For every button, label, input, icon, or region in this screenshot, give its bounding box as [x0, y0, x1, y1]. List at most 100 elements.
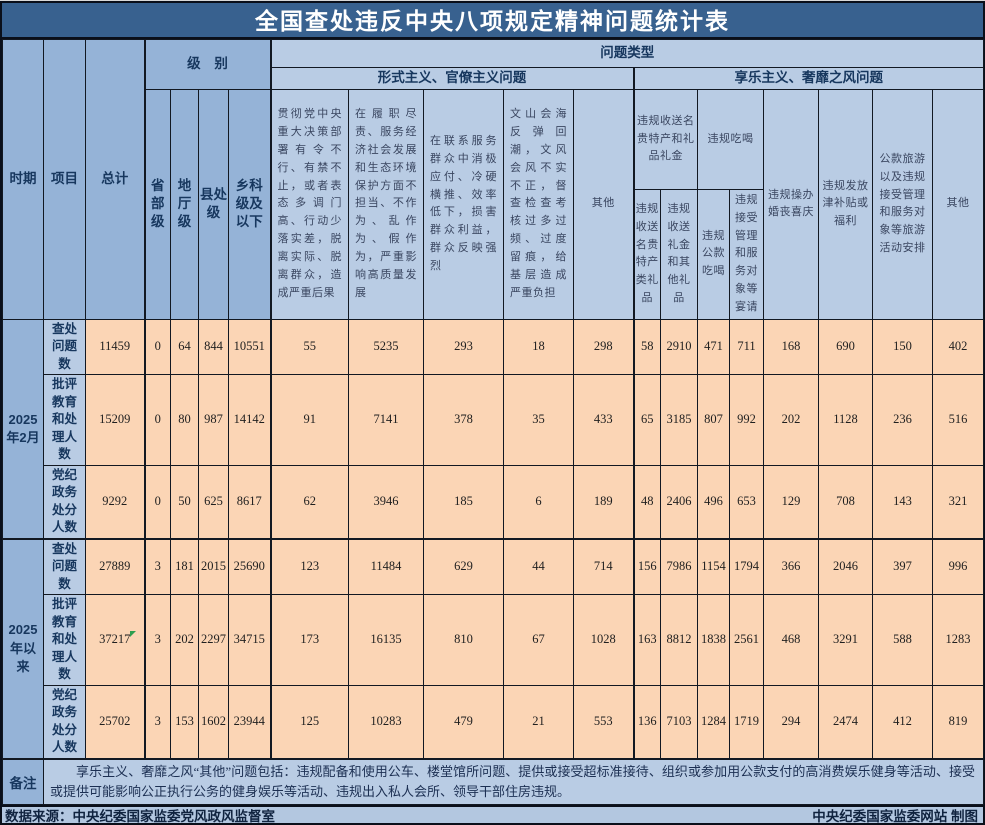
- footer-band: 数据来源：中央纪委国家监委党风政风监督室 中央纪委国家监委网站 制图: [2, 804, 983, 824]
- item-cell: 批评教育和处理人数: [43, 594, 86, 686]
- value-cell: 844: [198, 318, 229, 376]
- value-cell: 2561: [729, 594, 765, 686]
- col-header-formalism-4: 文山会海反弹回潮，文风会风不实不正，督查检查考核过多过频、过度留痕，给基层造成严…: [503, 89, 575, 320]
- value-cell: 150: [872, 318, 934, 376]
- notes-text: 享乐主义、奢靡之风“其他”问题包括：违规配备和使用公车、楼堂馆所问题、提供或接受…: [42, 757, 985, 805]
- value-cell: 1028: [573, 594, 635, 686]
- item-cell: 查处问题数: [43, 537, 86, 596]
- col-header-level-township: 乡科级及以下: [227, 89, 272, 320]
- value-cell: 0: [143, 318, 171, 376]
- value-cell: 58: [632, 318, 662, 376]
- value-cell: 653: [729, 464, 765, 540]
- value-cell: 3: [143, 537, 171, 596]
- value-cell: 10551: [227, 318, 272, 376]
- value-cell: 129: [763, 464, 820, 540]
- table-row: 批评教育和处理人数 37217 3 202 2297 34715 173 16135 810 67…: [3, 594, 985, 686]
- value-cell: 298: [573, 318, 635, 376]
- value-cell: 3291: [818, 594, 874, 686]
- value-cell: 181: [170, 537, 199, 596]
- value-cell: 21: [503, 684, 575, 760]
- table-row: 批评教育和处理人数 15209 0 80 987 14142 91 7141 378 35 433 6…: [3, 374, 985, 466]
- value-cell: 185: [423, 464, 505, 540]
- col-header-period: 时期: [2, 39, 44, 320]
- value-cell: 62: [269, 464, 350, 540]
- value-cell: 202: [170, 594, 199, 686]
- col-header-formalism-3: 在联系服务群众中消极应付、冷硬横推、效率低下，损害群众利益，群众反映强烈: [423, 89, 505, 320]
- item-cell: 党纪政务处分人数: [43, 684, 86, 760]
- cell-corner-marker: [130, 631, 136, 637]
- value-cell: 25690: [227, 537, 272, 596]
- col-header-specialty-gifts: 违规收送名贵特产类礼品: [632, 189, 662, 320]
- value-cell: 2046: [818, 537, 874, 596]
- value-cell: 433: [573, 374, 635, 466]
- value-cell: 708: [818, 464, 874, 540]
- value-cell: 629: [423, 537, 505, 596]
- value-cell: 153: [170, 684, 199, 760]
- notes-label: 备注: [2, 757, 44, 805]
- stats-table: 时期 项目 总计 级 别 问题类型 形式主义、官僚主义问题 享乐主义、奢靡之风问…: [2, 39, 985, 805]
- value-cell: 496: [697, 464, 731, 540]
- value-cell: 2910: [660, 318, 699, 376]
- value-cell: 2474: [818, 684, 874, 760]
- value-cell: 27889: [85, 537, 145, 596]
- col-header-allowances: 违规发放津补贴或福利: [818, 89, 874, 320]
- value-cell: 6: [503, 464, 575, 540]
- value-cell: 55: [269, 318, 350, 376]
- value-cell: 3185: [660, 374, 699, 466]
- col-header-cash-gifts: 违规收送礼金和其他礼品: [660, 189, 699, 320]
- value-cell: 321: [932, 464, 985, 540]
- value-cell: 25702: [85, 684, 145, 760]
- value-cell: 202: [763, 374, 820, 466]
- value-cell: 8812: [660, 594, 699, 686]
- value-cell: 1838: [697, 594, 731, 686]
- credit-text: 中央纪委国家监委网站 制图: [812, 808, 978, 824]
- page-title: 全国查处违反中央八项规定精神问题统计表: [2, 3, 983, 39]
- period-cell: 2025年2月: [2, 318, 44, 540]
- value-cell: 3: [143, 684, 171, 760]
- value-cell: 2297: [198, 594, 229, 686]
- table-row: 2025年2月 查处问题数 11459 0 64 844 10551 55 5235 293 18 2…: [2, 318, 985, 540]
- col-header-item: 项目: [43, 39, 86, 320]
- col-header-hedonism: 享乐主义、奢靡之风问题: [632, 67, 985, 90]
- value-cell: 7986: [660, 537, 699, 596]
- value-cell: 1284: [697, 684, 731, 760]
- value-cell: 378: [423, 374, 505, 466]
- table-notes: 备注 享乐主义、奢靡之风“其他”问题包括：违规配备和使用公车、楼堂馆所问题、提供…: [2, 757, 985, 805]
- value-cell: 23944: [227, 684, 272, 760]
- value-cell: 553: [573, 684, 635, 760]
- value-cell: 0: [143, 464, 171, 540]
- value-cell: 992: [729, 374, 765, 466]
- col-header-dining-group: 违规吃喝: [697, 89, 765, 190]
- value-cell: 3946: [348, 464, 425, 540]
- value-cell: 125: [269, 684, 350, 760]
- value-cell: 236: [872, 374, 934, 466]
- value-cell: 11459: [85, 318, 145, 376]
- value-cell: 15209: [85, 374, 145, 466]
- value-cell: 471: [697, 318, 731, 376]
- col-header-level: 级 别: [143, 39, 272, 90]
- data-source-text: 数据来源：中央纪委国家监委党风政风监督室: [5, 808, 275, 824]
- table-row: 党纪政务处分人数 25702 3 153 1602 23944 125 10283 479 21 5…: [3, 684, 985, 760]
- col-header-total: 总计: [85, 39, 145, 320]
- table-row: 党纪政务处分人数 9292 0 50 625 8617 62 3946 185 6 189 48 240…: [3, 464, 985, 540]
- value-cell: 468: [763, 594, 820, 686]
- value-cell: 50: [170, 464, 199, 540]
- value-cell: 7103: [660, 684, 699, 760]
- value-cell: 810: [423, 594, 505, 686]
- value-cell: 44: [503, 537, 575, 596]
- value-cell: 136: [632, 684, 662, 760]
- col-header-gifts-group: 违规收送名贵特产和礼品礼金: [632, 89, 699, 190]
- value-cell: 67: [503, 594, 575, 686]
- value-cell: 91: [269, 374, 350, 466]
- value-cell: 48: [632, 464, 662, 540]
- value-cell: 64: [170, 318, 199, 376]
- value-cell: 516: [932, 374, 985, 466]
- value-cell: 5235: [348, 318, 425, 376]
- col-header-hedonism-other: 其他: [932, 89, 985, 320]
- value-cell: 2015: [198, 537, 229, 596]
- value-cell: 8617: [227, 464, 272, 540]
- value-cell: 143: [872, 464, 934, 540]
- value-cell: 588: [872, 594, 934, 686]
- value-cell: 996: [932, 537, 985, 596]
